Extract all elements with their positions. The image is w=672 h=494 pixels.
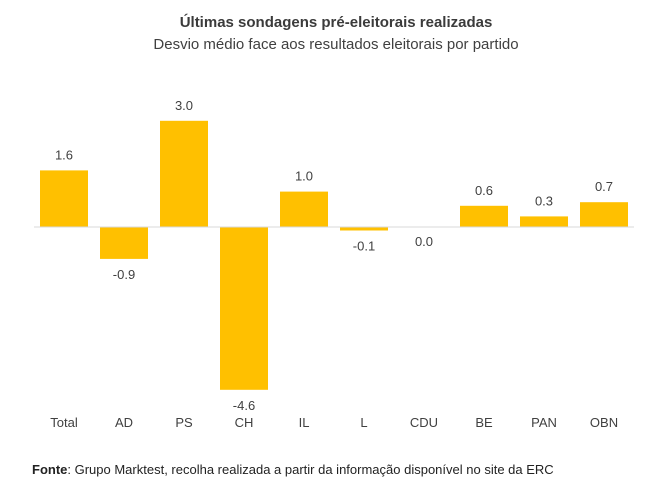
data-label-be: 0.6 xyxy=(475,183,493,198)
source-label: Fonte xyxy=(32,462,68,477)
category-label-il: IL xyxy=(299,415,310,430)
data-label-obn: 0.7 xyxy=(595,179,613,194)
category-label-ad: AD xyxy=(115,415,133,430)
bar-ad xyxy=(100,227,148,259)
source-text: : Grupo Marktest, recolha realizada a pa… xyxy=(67,462,554,477)
category-label-ch: CH xyxy=(235,415,254,430)
data-label-il: 1.0 xyxy=(295,169,313,184)
bar-l xyxy=(340,227,388,231)
data-label-ch: -4.6 xyxy=(233,398,255,413)
category-label-total: Total xyxy=(50,415,78,430)
data-label-pan: 0.3 xyxy=(535,193,553,208)
data-label-ad: -0.9 xyxy=(113,267,135,282)
source-note: Fonte: Grupo Marktest, recolha realizada… xyxy=(32,462,554,477)
category-label-l: L xyxy=(360,415,367,430)
bar-pan xyxy=(520,216,568,227)
chart-subtitle: Desvio médio face aos resultados eleitor… xyxy=(153,36,519,53)
category-label-pan: PAN xyxy=(531,415,557,430)
bar-obn xyxy=(580,202,628,227)
bar-be xyxy=(460,205,508,227)
category-label-cdu: CDU xyxy=(410,415,438,430)
data-label-total: 1.6 xyxy=(55,147,73,162)
chart-title: Últimas sondagens pré-eleitorais realiza… xyxy=(179,14,493,31)
data-label-ps: 3.0 xyxy=(175,98,193,113)
data-label-cdu: 0.0 xyxy=(415,234,433,249)
bar-total xyxy=(40,170,88,227)
category-label-be: BE xyxy=(475,415,493,430)
category-label-ps: PS xyxy=(175,415,193,430)
bar-ps xyxy=(160,120,208,227)
data-label-l: -0.1 xyxy=(353,239,375,254)
bar-il xyxy=(280,191,328,227)
category-label-obn: OBN xyxy=(590,415,618,430)
bar-ch xyxy=(220,227,268,390)
